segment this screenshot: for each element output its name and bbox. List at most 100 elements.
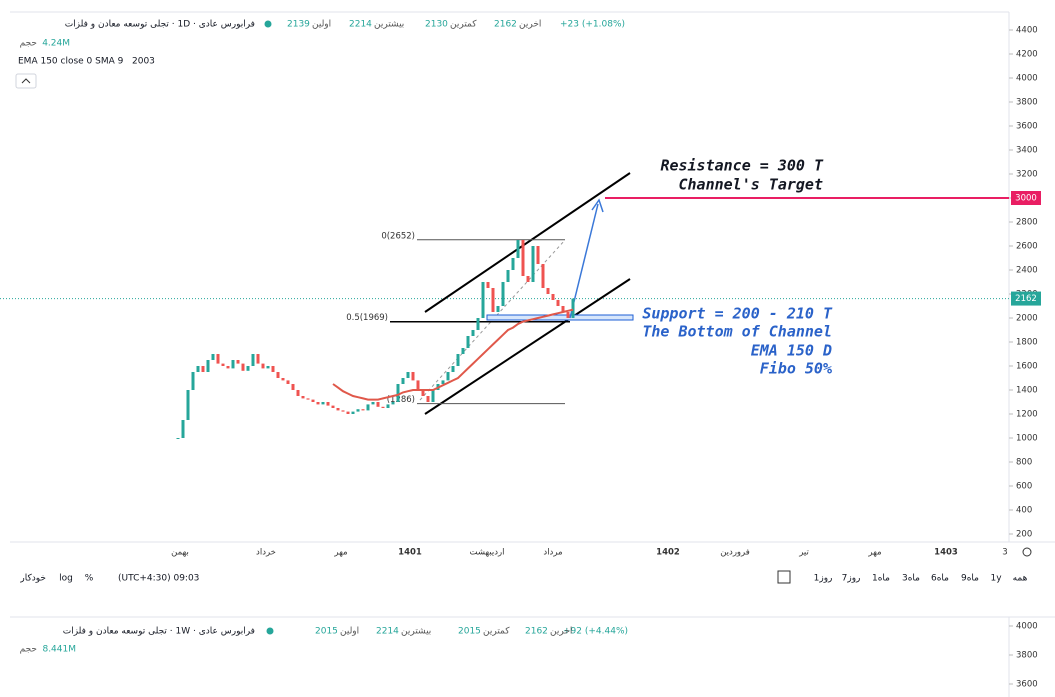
y-tick-label: 600 [1016, 482, 1032, 492]
y-tick-label: 3600 [1016, 680, 1038, 690]
y-tick-label: 1800 [1016, 338, 1038, 348]
stat-value: 2015 [315, 627, 338, 637]
ema-legend: EMA 150 close 0 SMA 9 [18, 57, 124, 67]
candle [206, 360, 210, 372]
candle [201, 366, 205, 372]
candle [391, 402, 395, 405]
candle [456, 354, 460, 366]
y-tick-label: 4200 [1016, 50, 1038, 60]
range-button[interactable]: 6ماه [931, 574, 949, 584]
fib-label: (1286) [387, 395, 415, 405]
candle [431, 390, 435, 402]
stat-label: اولین [312, 20, 331, 30]
candle [401, 378, 405, 384]
percent-option[interactable]: % [85, 574, 94, 584]
candle [501, 282, 505, 306]
y-tick-label: 3400 [1016, 146, 1038, 156]
candle [386, 404, 390, 408]
candle [481, 282, 485, 318]
candle [411, 372, 415, 381]
y-tick-label: 1400 [1016, 386, 1038, 396]
candle [251, 354, 255, 366]
candle [416, 380, 420, 390]
stat-label: کمترین [450, 20, 477, 30]
candle [236, 360, 240, 364]
candle [286, 380, 290, 384]
range-button[interactable]: 3ماه [902, 574, 920, 584]
stat-value: 2214 [349, 20, 372, 30]
auto-option[interactable]: خودکار [19, 574, 46, 584]
candle [311, 399, 315, 402]
candle [181, 420, 185, 438]
candle [291, 384, 295, 390]
target-arrow [569, 203, 599, 319]
candle [196, 366, 200, 372]
volume-label: حجم [20, 39, 37, 49]
candle [541, 264, 545, 288]
support-note: The Bottom of Channel [642, 323, 832, 341]
arrow-head [591, 198, 604, 213]
range-button[interactable]: 1y [990, 574, 1002, 584]
y-tick-label: 3800 [1016, 98, 1038, 108]
candle [226, 366, 230, 369]
candle [321, 402, 325, 405]
stat-value: 2162 [525, 627, 548, 637]
candle [376, 402, 380, 407]
symbol-title: فرابورس عادی · 1D · تجلی توسعه معادن و ف… [65, 20, 255, 30]
ema-line [332, 308, 574, 401]
resistance-note: Channel's Target [679, 176, 824, 194]
candle [556, 300, 560, 306]
candle [231, 360, 235, 369]
candle [441, 380, 445, 384]
volume-value: 4.24M [42, 39, 70, 49]
y-tick-label: 800 [1016, 458, 1032, 468]
y-tick-label: 2800 [1016, 218, 1038, 228]
candle [396, 384, 400, 402]
range-button[interactable]: 1روز [814, 574, 833, 584]
channel-upper [424, 172, 631, 313]
candle [536, 246, 540, 264]
change: +23 (+1.08%) [560, 20, 625, 30]
candle [471, 330, 475, 336]
candle [246, 366, 250, 371]
stat-value: 2214 [376, 627, 399, 637]
candle [521, 240, 525, 276]
axis-badge-label: 3000 [1015, 194, 1037, 204]
range-button[interactable]: 7روز [842, 574, 861, 584]
x-tick-label: مرداد [543, 548, 562, 558]
x-tick-label: فروردین [720, 548, 750, 558]
fib-label: 0.5(1969) [346, 313, 388, 323]
stat-label: بیشترین [374, 20, 404, 30]
range-button[interactable]: همه [1013, 574, 1028, 584]
collapse-button[interactable] [15, 73, 37, 89]
y-tick-label: 3600 [1016, 122, 1038, 132]
candle [566, 312, 570, 318]
candle [561, 306, 565, 312]
range-button[interactable]: 1ماه [872, 574, 890, 584]
stat-value: 2162 [494, 20, 517, 30]
candle [341, 410, 345, 412]
candle [496, 306, 500, 312]
y-tick-label: 200 [1016, 530, 1032, 540]
candle [461, 348, 465, 354]
candle [451, 366, 455, 372]
settings-icon[interactable] [1022, 547, 1032, 557]
candle [216, 354, 220, 364]
stat-value: 2130 [425, 20, 448, 30]
y-tick-label: 1600 [1016, 362, 1038, 372]
range-button[interactable]: 9ماه [961, 574, 979, 584]
stat-label: اولین [340, 627, 359, 637]
stat-value: 2139 [287, 20, 310, 30]
log-option[interactable]: log [59, 574, 73, 584]
volume-label: حجم [20, 645, 37, 655]
y-tick-label: 2400 [1016, 266, 1038, 276]
range-icon[interactable] [777, 570, 791, 584]
candle [506, 270, 510, 282]
change: +92 (+4.44%) [563, 627, 628, 637]
candle [516, 240, 520, 258]
candle [426, 396, 430, 402]
candle [296, 390, 300, 396]
candle [276, 372, 280, 378]
candle [256, 354, 260, 364]
candle [351, 411, 355, 414]
